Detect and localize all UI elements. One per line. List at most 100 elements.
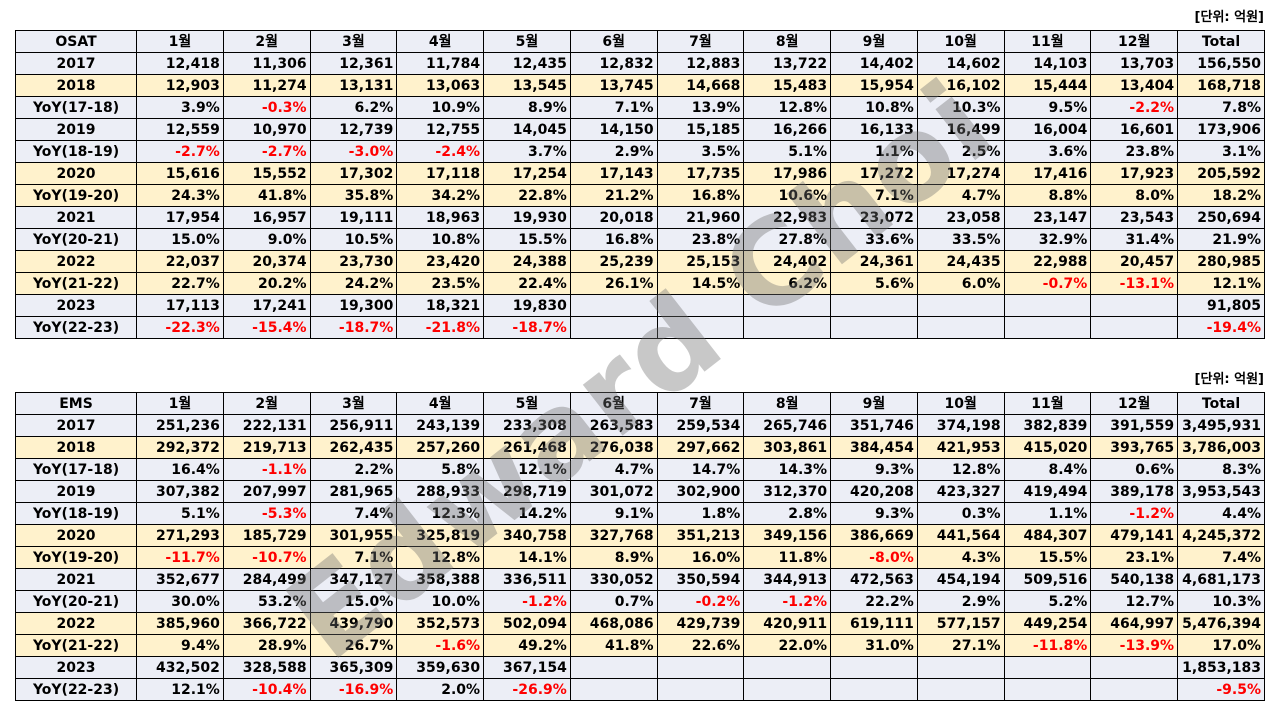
table-row: 2022 385,960 366,722 439,790 352,573 502,094 4…	[14, 612, 1265, 635]
data-cell: 292,372	[136, 436, 224, 459]
data-cell: 22,037	[136, 250, 224, 273]
header-row: EMS 1월 2월 3월 4월 5월 6월 7월 8월 9월 10월 11월 12월 Total	[14, 392, 1265, 415]
data-cell: 384,454	[830, 436, 918, 459]
data-cell: 22,988	[1003, 250, 1092, 273]
data-cell: 351,213	[656, 524, 745, 547]
column-header: 5월	[483, 30, 571, 53]
data-cell: 12,739	[309, 118, 398, 141]
data-cell: 12.8%	[396, 546, 485, 569]
data-cell: 454,194	[916, 568, 1005, 591]
column-header: 3월	[309, 30, 398, 53]
data-cell: 18,321	[396, 294, 485, 317]
data-cell: 12.8%	[743, 96, 832, 119]
data-cell: 6.0%	[916, 272, 1005, 295]
data-cell: 301,955	[309, 524, 398, 547]
data-cell: 350,594	[656, 568, 745, 591]
data-cell: 385,960	[136, 612, 224, 635]
data-cell: -8.0%	[830, 546, 918, 569]
data-cell: 257,260	[396, 436, 485, 459]
row-label: YoY(21-22)	[14, 272, 138, 295]
data-cell: 24,435	[916, 250, 1005, 273]
data-cell	[1003, 656, 1092, 679]
data-cell	[743, 656, 832, 679]
data-cell: 280,985	[1177, 250, 1265, 273]
data-cell: 15.0%	[136, 228, 224, 251]
data-cell: 3,495,931	[1177, 414, 1265, 437]
data-cell: 49.2%	[483, 634, 571, 657]
data-cell: 0.6%	[1090, 458, 1179, 481]
data-cell: 351,746	[830, 414, 918, 437]
data-cell: 233,308	[483, 414, 571, 437]
data-cell: 5.8%	[396, 458, 485, 481]
data-cell: 1.1%	[1003, 502, 1092, 525]
table-row: 2022 22,037 20,374 23,730 23,420 24,388 25,239…	[14, 250, 1265, 273]
column-header: 4월	[396, 392, 485, 415]
data-cell: 17,302	[309, 162, 398, 185]
data-cell: 4.3%	[916, 546, 1005, 569]
data-cell: 7.4%	[1177, 546, 1265, 569]
data-cell: 14,602	[916, 52, 1005, 75]
data-cell: 336,511	[483, 568, 571, 591]
row-label: YoY(20-21)	[14, 228, 138, 251]
data-cell: 367,154	[483, 656, 571, 679]
row-label: 2023	[14, 656, 138, 679]
row-label: YoY(22-23)	[14, 316, 138, 339]
data-cell: 259,534	[656, 414, 745, 437]
data-cell: 14.5%	[656, 272, 745, 295]
data-cell: 284,499	[222, 568, 311, 591]
data-cell: 9.0%	[222, 228, 311, 251]
data-cell: -18.7%	[483, 316, 571, 339]
data-cell: 15.0%	[309, 590, 398, 613]
data-cell: 330,052	[569, 568, 658, 591]
data-cell	[916, 656, 1005, 679]
data-cell: 8.9%	[569, 546, 658, 569]
data-cell: 577,157	[916, 612, 1005, 635]
data-cell: 365,309	[309, 656, 398, 679]
data-cell	[1090, 678, 1179, 701]
data-cell: 271,293	[136, 524, 224, 547]
data-cell: 389,178	[1090, 480, 1179, 503]
data-cell: -1.2%	[483, 590, 571, 613]
data-cell: 12,559	[136, 118, 224, 141]
data-cell: 420,911	[743, 612, 832, 635]
data-cell: 13,404	[1090, 74, 1179, 97]
column-header: 7월	[656, 392, 745, 415]
data-cell: 23,058	[916, 206, 1005, 229]
data-cell: 222,131	[222, 414, 311, 437]
table-row: 2020 15,616 15,552 17,302 17,118 17,254 17,143…	[14, 162, 1265, 185]
table-row: YoY(20-21) 15.0% 9.0% 10.5% 10.8% 15.5% 16.8% 2…	[14, 228, 1265, 251]
data-cell	[656, 678, 745, 701]
column-header: Total	[1177, 30, 1265, 53]
data-cell: 25,153	[656, 250, 745, 273]
data-cell: -26.9%	[483, 678, 571, 701]
data-cell: 168,718	[1177, 74, 1265, 97]
row-label: YoY(19-20)	[14, 546, 138, 569]
data-cell: 7.8%	[1177, 96, 1265, 119]
data-cell: 18.2%	[1177, 184, 1265, 207]
row-label: 2018	[14, 74, 138, 97]
osat-table: OSAT 1월 2월 3월 4월 5월 6월 7월 8월 9월 10월 11월 12월 Total 2017…	[14, 30, 1265, 339]
data-cell: -10.7%	[222, 546, 311, 569]
column-header: 2월	[222, 30, 311, 53]
data-cell: -3.0%	[309, 140, 398, 163]
data-cell: 1.1%	[830, 140, 918, 163]
data-cell: 28.9%	[222, 634, 311, 657]
data-cell	[569, 678, 658, 701]
data-cell: 307,382	[136, 480, 224, 503]
data-cell: -0.2%	[656, 590, 745, 613]
data-cell: 16.4%	[136, 458, 224, 481]
data-cell: 10.8%	[830, 96, 918, 119]
data-cell: 53.2%	[222, 590, 311, 613]
data-cell: -19.4%	[1177, 316, 1265, 339]
row-label: YoY(20-21)	[14, 590, 138, 613]
data-cell: 4,245,372	[1177, 524, 1265, 547]
data-cell: 1.8%	[656, 502, 745, 525]
data-cell: 262,435	[309, 436, 398, 459]
data-cell: 22.7%	[136, 272, 224, 295]
data-cell	[1003, 678, 1092, 701]
table-row: 2018 12,903 11,274 13,131 13,063 13,545 13,745…	[14, 74, 1265, 97]
data-cell: 23.8%	[656, 228, 745, 251]
data-cell: 366,722	[222, 612, 311, 635]
data-cell: 12,755	[396, 118, 485, 141]
column-header: 6월	[569, 30, 658, 53]
